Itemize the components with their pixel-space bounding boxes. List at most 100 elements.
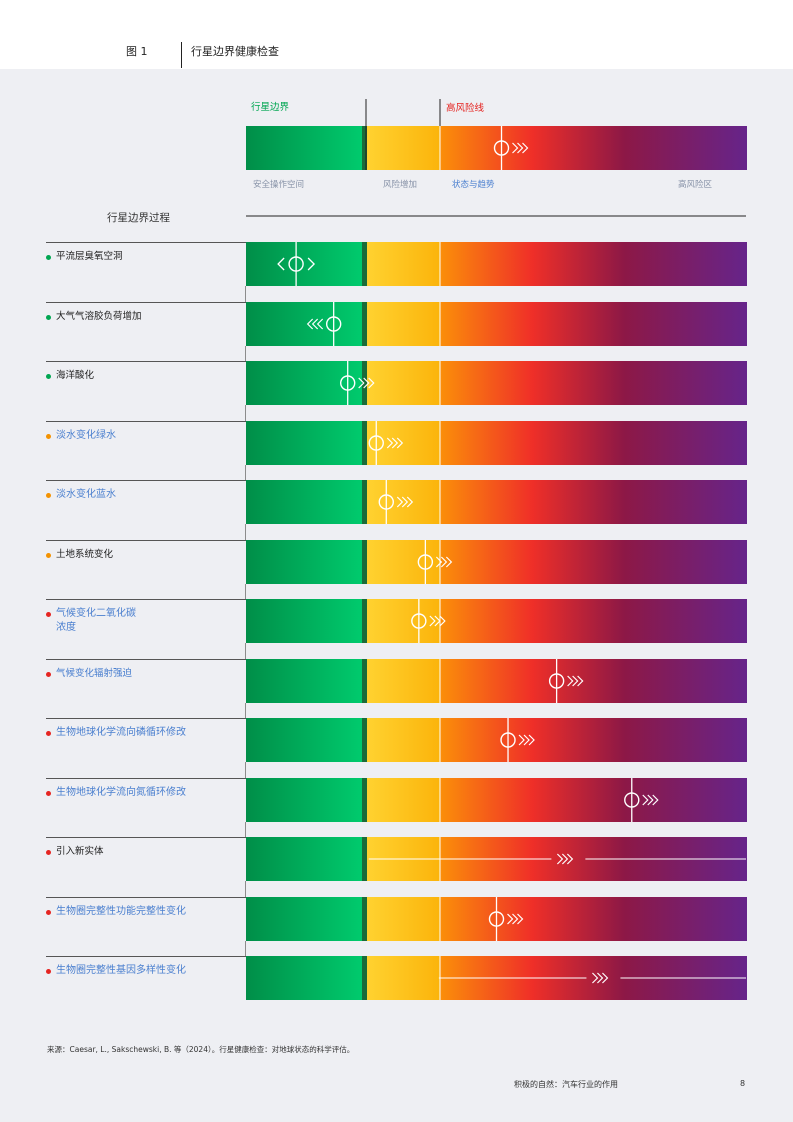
chevron: [306, 318, 314, 330]
boundary-band: [362, 421, 367, 465]
zone-increasing-risk: [367, 421, 440, 465]
trend-worsening-arrows: [512, 142, 529, 154]
zone-increasing-risk: [367, 242, 440, 286]
zone-safe: [246, 897, 365, 941]
chevron: [406, 496, 414, 508]
status-marker: [493, 126, 529, 170]
row-label-text: 平流层臭氧空洞: [56, 251, 123, 262]
zone-safe: [246, 302, 365, 346]
boundary-band: [362, 126, 367, 170]
zone-safe: [246, 956, 365, 1000]
chevron: [523, 734, 530, 746]
row-label-text: 生物圈完整性基因多样性变化: [56, 965, 186, 976]
status-dot: [46, 553, 51, 558]
status-marker: [368, 421, 404, 465]
boundary-band: [362, 302, 367, 346]
row-bar: [246, 956, 747, 1000]
row-connector: [245, 703, 246, 718]
row-connector: [245, 286, 246, 302]
trend-worsening-arrows: [556, 853, 574, 865]
row-divider: [46, 897, 246, 898]
row-connector: [245, 465, 246, 480]
row-label-text: 生物圈完整性功能完整性变化: [56, 906, 186, 917]
status-marker: [417, 540, 453, 584]
zone-high-risk: [440, 302, 747, 346]
status-dot: [46, 672, 51, 677]
legend-zone-increasing-risk: 风险增加: [383, 180, 418, 190]
marker-circle: [411, 613, 427, 629]
trend-worsening-arrows: [592, 972, 609, 984]
zone-increasing-risk: [367, 302, 440, 346]
marker-circle: [488, 911, 505, 927]
marker-circle: [500, 732, 516, 748]
row-label-text: 淡水变化蓝水: [56, 489, 116, 500]
row-divider: [46, 242, 246, 243]
boundary-band: [362, 956, 367, 1000]
legend-high-risk-label: 高风险线: [446, 103, 485, 114]
trend-worsening-arrows: [386, 437, 404, 449]
row-connector: [245, 822, 246, 837]
row-divider: [46, 778, 246, 779]
row-connector: [245, 584, 246, 599]
row-divider: [46, 480, 246, 481]
chevron: [358, 377, 365, 389]
chevron: [642, 794, 649, 806]
row-divider: [46, 956, 246, 957]
row-bar: [246, 540, 747, 584]
chevron: [602, 972, 609, 984]
trend-worsening-arrows: [642, 794, 659, 806]
chevron: [652, 794, 659, 806]
marker-circle: [340, 375, 356, 391]
row-connector: [245, 881, 246, 897]
zone-increasing-risk: [367, 778, 440, 822]
boundary-band: [362, 718, 367, 762]
zone-increasing-risk: [367, 956, 440, 1000]
zone-safe: [246, 480, 365, 524]
trend-improving-arrows: [306, 318, 324, 330]
zone-safe: [246, 361, 365, 405]
trend-worsening-arrows: [429, 615, 446, 627]
row-bar: [246, 897, 747, 941]
section-label: 行星边界过程: [107, 212, 170, 224]
row-divider: [46, 540, 246, 541]
trend-worsening-arrows: [435, 556, 453, 568]
zone-increasing-risk: [367, 361, 440, 405]
row-divider: [46, 361, 246, 362]
figure-title: 行星边界健康检查: [191, 45, 279, 58]
zone-increasing-risk: [367, 480, 440, 524]
row-connector: [245, 524, 246, 540]
chevron: [567, 675, 574, 687]
row-bar: [246, 599, 747, 643]
row-label-text: 气候变化辐射强迫: [56, 668, 133, 679]
chevron: [577, 675, 584, 687]
zone-high-risk: [440, 778, 747, 822]
zone-high-risk: [440, 421, 747, 465]
boundary-band: [362, 897, 367, 941]
chevron: [522, 142, 529, 154]
zone-increasing-risk: [367, 126, 440, 170]
row-connector: [245, 762, 246, 778]
status-marker: [306, 302, 342, 346]
boundary-band: [362, 242, 367, 286]
row-divider: [46, 837, 246, 838]
row-bar: [246, 361, 747, 405]
chevron: [517, 913, 524, 925]
chevron: [556, 853, 564, 865]
boundary-band: [362, 778, 367, 822]
row-connector: [245, 405, 246, 421]
page-number: 8: [740, 1079, 746, 1088]
row-bar: [246, 778, 747, 822]
row-bar: [246, 718, 747, 762]
trend-right-arrow: [307, 257, 316, 271]
row-label-text: 引入新实体: [56, 846, 104, 857]
chevron: [391, 437, 399, 449]
header-divider: [181, 42, 182, 68]
row-label-text: 土地系统变化: [56, 549, 114, 560]
chevron: [429, 615, 436, 627]
chevron: [517, 142, 524, 154]
zone-safe: [246, 778, 365, 822]
chevron: [439, 615, 446, 627]
trend-worsening-arrows: [518, 734, 535, 746]
zone-high-risk: [440, 837, 747, 881]
status-marker: [624, 778, 659, 822]
